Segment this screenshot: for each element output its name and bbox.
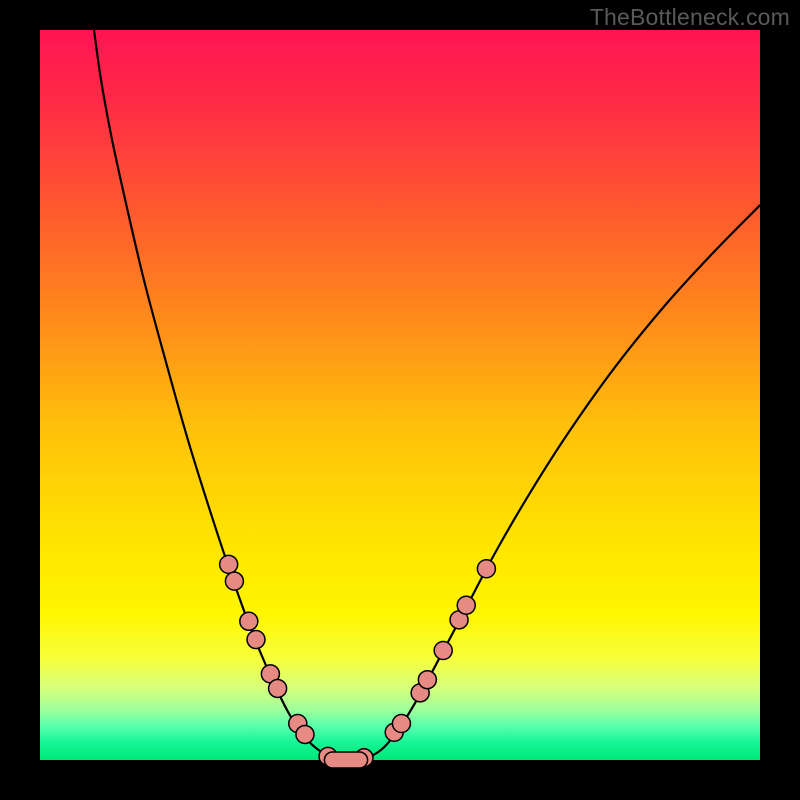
plot-background <box>40 30 760 760</box>
marker-bottom-bar <box>324 752 367 768</box>
marker-left-5 <box>269 679 287 697</box>
watermark-text: TheBottleneck.com <box>590 4 790 31</box>
marker-right-2 <box>392 715 410 733</box>
marker-right-4 <box>418 671 436 689</box>
marker-left-1 <box>225 572 243 590</box>
marker-left-7 <box>296 725 314 743</box>
marker-left-0 <box>220 555 238 573</box>
marker-left-3 <box>247 631 265 649</box>
marker-right-8 <box>477 560 495 578</box>
chart-container: TheBottleneck.com <box>0 0 800 800</box>
marker-right-7 <box>457 596 475 614</box>
v-curve-chart <box>0 0 800 800</box>
marker-right-5 <box>434 642 452 660</box>
marker-left-2 <box>240 612 258 630</box>
